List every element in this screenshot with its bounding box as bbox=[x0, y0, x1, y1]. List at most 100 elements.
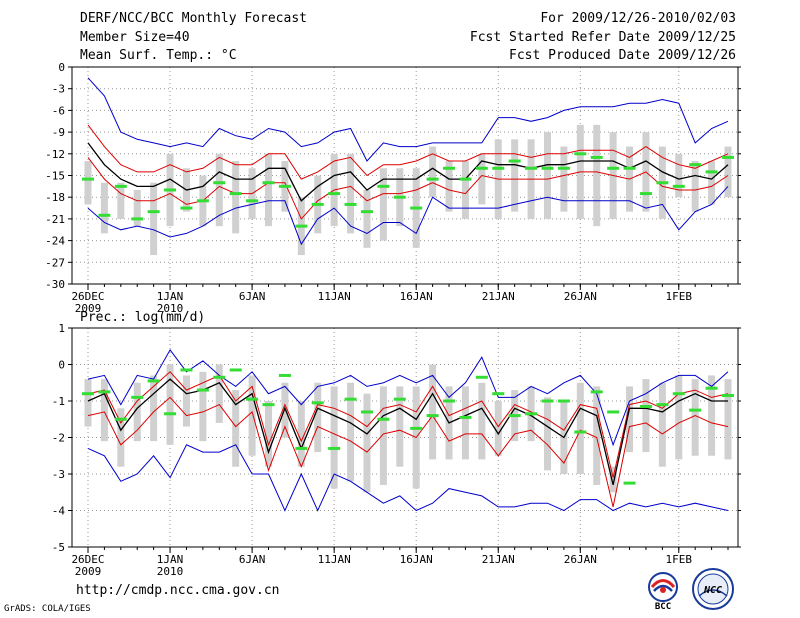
panel0-spread-box bbox=[445, 161, 453, 212]
panel0-spread-box bbox=[543, 132, 551, 219]
panel0-upper-line bbox=[87, 124, 729, 180]
panel1-xtick-year: 2010 bbox=[157, 565, 184, 578]
panel1-spread-box bbox=[182, 375, 190, 427]
panel1-xtick-label: 16JAN bbox=[400, 553, 433, 566]
panel0-spread-box bbox=[84, 161, 92, 205]
panel0-ytick-label: -12 bbox=[45, 148, 65, 161]
panel1-spread-box bbox=[379, 386, 387, 485]
panel1-xtick-label: 26JAN bbox=[564, 553, 597, 566]
panel0-max-line bbox=[87, 77, 729, 162]
panel0-spread-box bbox=[560, 146, 568, 212]
panel0-spread-box bbox=[724, 146, 732, 198]
bcc-logo-text: BCC bbox=[655, 602, 671, 612]
panel0-xtick-year: 2009 bbox=[75, 302, 102, 315]
bcc-logo: BCC bbox=[648, 572, 678, 612]
panel1-spread-box bbox=[461, 386, 469, 460]
panel0-spread-box bbox=[215, 153, 223, 227]
panel1-spread-box bbox=[84, 379, 92, 427]
started-date-label: Fcst Started Refer Date 2009/12/25 bbox=[469, 30, 736, 45]
panel0-xtick-label: 26DEC bbox=[71, 290, 104, 303]
grads-credit: GrADS: COLA/IGES bbox=[4, 604, 91, 614]
panel1-xtick-label: 1JAN bbox=[157, 553, 184, 566]
panel1-ytick-label: 0 bbox=[58, 359, 65, 372]
panel1-ytick-label: -3 bbox=[52, 468, 65, 481]
panel0-spread-box bbox=[429, 146, 437, 198]
panel0-xtick-label: 1FEB bbox=[666, 290, 693, 303]
panel1-spread-box bbox=[626, 386, 634, 453]
panel1-spread-box bbox=[248, 375, 256, 456]
panel1-spread-box bbox=[215, 364, 223, 423]
panel1-upper-line bbox=[87, 371, 729, 478]
panel1-spread-box bbox=[724, 379, 732, 460]
panel1-lower-line bbox=[87, 396, 729, 508]
panel1-spread-box bbox=[330, 386, 338, 489]
panel1-min-line bbox=[87, 444, 729, 512]
panel1-spread-box bbox=[166, 364, 174, 445]
panel0-ytick-label: -6 bbox=[52, 104, 65, 117]
panel0-spread-box bbox=[363, 189, 371, 248]
panel0-spread-box bbox=[100, 182, 108, 234]
panel0-spread-box bbox=[133, 189, 141, 227]
panel1-ytick-label: 1 bbox=[58, 322, 65, 335]
panel0-xtick-label: 26JAN bbox=[564, 290, 597, 303]
panel0-mean-line bbox=[87, 142, 729, 202]
panel0-ytick-label: -21 bbox=[45, 213, 65, 226]
panel0-spread-box bbox=[379, 168, 387, 241]
panel1-spread-box bbox=[429, 364, 437, 460]
panel1-mean-line bbox=[87, 378, 728, 486]
panel0-ytick-label: -24 bbox=[45, 235, 65, 248]
ncc-logo: NCC bbox=[692, 568, 734, 610]
panel0-spread-box bbox=[232, 161, 240, 234]
panel0-spread-box bbox=[461, 161, 469, 219]
panel1-spread-box bbox=[314, 382, 322, 453]
panel0-spread-box bbox=[347, 153, 355, 234]
panel1-ytick-label: -1 bbox=[52, 395, 65, 408]
panel1-spread-box bbox=[232, 390, 240, 467]
panel0-spread-box bbox=[117, 182, 125, 219]
panel0-xtick-year: 2010 bbox=[157, 302, 184, 315]
source-url-link[interactable]: http://cmdp.ncc.cma.gov.cn bbox=[76, 583, 280, 598]
panel0-xtick-label: 21JAN bbox=[482, 290, 515, 303]
panel0-spread-box bbox=[150, 182, 158, 256]
panel1-ytick-label: -5 bbox=[52, 541, 65, 554]
panel1-spread-box bbox=[297, 401, 305, 467]
panel1-spread-box bbox=[478, 382, 486, 460]
panel1-max-line bbox=[87, 348, 729, 447]
panel0-lower-line bbox=[87, 157, 729, 220]
temperature-variable-label: Mean Surf. Temp.: °C bbox=[80, 48, 237, 63]
panel0-spread-box bbox=[593, 124, 601, 227]
panel0-min-line bbox=[87, 186, 729, 246]
panel1-spread-box bbox=[593, 386, 601, 485]
panel0-xtick-label: 1JAN bbox=[157, 290, 184, 303]
panel1-ytick-label: -2 bbox=[52, 432, 65, 445]
panel1-spread-box bbox=[347, 382, 355, 482]
panel1-ytick-label: -4 bbox=[52, 505, 66, 518]
panel1-spread-box bbox=[691, 379, 699, 456]
panel1-xtick-label: 21JAN bbox=[482, 553, 515, 566]
panel0-xtick-label: 11JAN bbox=[318, 290, 351, 303]
panel0-xtick-label: 6JAN bbox=[239, 290, 266, 303]
precipitation-variable-label: Prec.: log(mm/d) bbox=[80, 310, 206, 325]
panel1-spread-box bbox=[396, 386, 404, 467]
panel1-spread-box bbox=[150, 375, 158, 442]
panel1-spread-box bbox=[576, 382, 584, 474]
panel0-spread-box bbox=[478, 153, 486, 205]
panel1-spread-box bbox=[708, 375, 716, 456]
panel1-spread-box bbox=[117, 408, 125, 467]
panel1-xtick-label: 1FEB bbox=[666, 553, 693, 566]
panel1-spread-box bbox=[494, 401, 502, 456]
panel1-spread-box bbox=[675, 375, 683, 460]
panel1-spread-box bbox=[642, 379, 650, 453]
panel1-spread-box bbox=[265, 401, 273, 467]
panel0-spread-box bbox=[708, 161, 716, 205]
panel1-xtick-label: 6JAN bbox=[239, 553, 266, 566]
panel0-ytick-label: 0 bbox=[58, 61, 65, 74]
chart-title: DERF/NCC/BCC Monthly Forecast bbox=[80, 11, 307, 26]
panel0-xtick-label: 16JAN bbox=[400, 290, 433, 303]
panel0-spread-box bbox=[511, 139, 519, 212]
panel0-spread-box bbox=[675, 153, 683, 198]
panel0-spread-box bbox=[691, 161, 699, 212]
